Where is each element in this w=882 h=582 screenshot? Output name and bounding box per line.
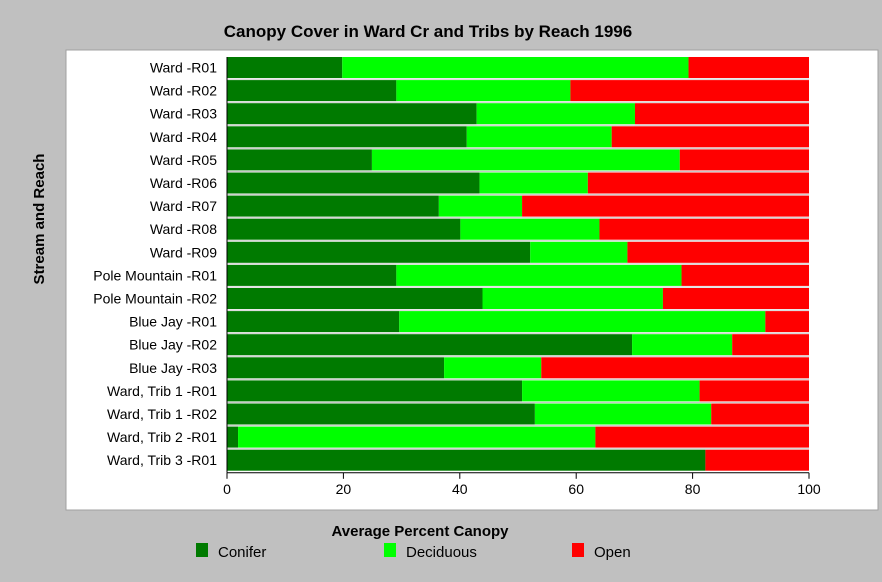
bar-conifer-ward-r09 [227, 241, 531, 263]
bar-conifer-ward-r05 [227, 149, 372, 171]
bar-deciduous-ward-trib-1-r02 [534, 403, 712, 425]
legend-swatch-deciduous [384, 543, 396, 557]
bar-conifer-pole-mountain-r01 [227, 264, 397, 286]
bar-deciduous-blue-jay-r01 [399, 311, 766, 333]
bar-conifer-ward-trib-1-r02 [227, 403, 535, 425]
bar-open-blue-jay-r01 [765, 311, 809, 333]
bar-deciduous-ward-r04 [466, 126, 612, 148]
bar-deciduous-ward-r02 [396, 80, 571, 102]
bar-deciduous-ward-r05 [371, 149, 680, 171]
chart-title: Canopy Cover in Ward Cr and Tribs by Rea… [224, 22, 632, 41]
bar-open-ward-r03 [634, 103, 809, 125]
category-label: Ward -R09 [150, 244, 217, 260]
category-label: Ward, Trib 3 -R01 [107, 452, 217, 468]
category-label: Blue Jay -R02 [129, 337, 217, 353]
category-label: Pole Mountain -R01 [93, 267, 217, 283]
bar-deciduous-blue-jay-r02 [632, 334, 733, 356]
bar-conifer-pole-mountain-r02 [227, 288, 483, 309]
bar-conifer-ward-r03 [227, 103, 477, 125]
bar-deciduous-ward-r03 [476, 103, 635, 125]
bar-conifer-blue-jay-r01 [227, 311, 400, 333]
bars-group [227, 57, 809, 471]
bar-open-ward-r06 [587, 172, 809, 194]
legend-label-conifer: Conifer [218, 544, 266, 561]
bar-conifer-ward-r01 [227, 57, 343, 78]
bar-conifer-ward-r04 [227, 126, 467, 148]
bar-open-pole-mountain-r02 [662, 288, 809, 309]
bar-conifer-ward-trib-1-r01 [227, 380, 523, 402]
bar-deciduous-ward-r09 [530, 241, 628, 263]
category-label: Pole Mountain -R02 [93, 291, 217, 307]
category-label: Blue Jay -R01 [129, 314, 217, 330]
bar-deciduous-pole-mountain-r01 [396, 264, 682, 286]
y-axis-label: Stream and Reach [31, 154, 48, 285]
bar-conifer-ward-r08 [227, 218, 461, 240]
bar-open-ward-trib-3-r01 [705, 449, 809, 471]
legend-swatch-open [572, 543, 584, 557]
bar-deciduous-ward-trib-1-r01 [522, 380, 700, 402]
x-tick-label: 80 [685, 481, 701, 497]
x-tick-label: 0 [223, 481, 231, 497]
legend-label-open: Open [594, 544, 631, 561]
bar-conifer-blue-jay-r02 [227, 334, 633, 356]
category-label: Ward -R04 [150, 129, 217, 145]
bar-open-ward-r04 [611, 126, 809, 148]
bar-conifer-ward-r06 [227, 172, 480, 194]
bar-open-ward-trib-1-r01 [699, 380, 809, 402]
bar-open-ward-r08 [599, 218, 809, 240]
bar-open-blue-jay-r03 [541, 357, 809, 379]
category-label: Ward -R03 [150, 106, 217, 122]
x-axis-label: Average Percent Canopy [331, 523, 509, 540]
bar-open-pole-mountain-r01 [681, 264, 809, 286]
x-axis: 0 20 40 60 80 100 [223, 57, 821, 497]
category-label: Ward -R01 [150, 60, 217, 76]
category-label: Ward -R06 [150, 175, 217, 191]
legend-label-deciduous: Deciduous [406, 544, 477, 561]
x-tick-label: 40 [452, 481, 468, 497]
category-labels: Ward -R01 Ward -R02 Ward -R03 Ward -R04 Ward… [93, 60, 217, 469]
x-tick-label: 60 [568, 481, 584, 497]
legend-swatch-conifer [196, 543, 208, 557]
x-tick-label: 20 [336, 481, 352, 497]
category-label: Ward -R07 [150, 198, 217, 214]
bar-open-ward-r02 [570, 80, 809, 102]
bar-conifer-ward-trib-2-r01 [227, 426, 239, 448]
bar-conifer-blue-jay-r03 [227, 357, 445, 379]
bar-deciduous-ward-r06 [479, 172, 588, 194]
bar-conifer-ward-r07 [227, 195, 439, 217]
category-label: Ward -R05 [150, 152, 217, 168]
bar-open-ward-r09 [627, 241, 809, 263]
bar-deciduous-ward-r07 [438, 195, 523, 217]
bar-open-ward-r07 [522, 195, 809, 217]
category-label: Ward -R02 [150, 83, 217, 99]
bar-open-ward-r01 [688, 57, 809, 78]
bar-deciduous-ward-r08 [460, 218, 600, 240]
bar-conifer-ward-r02 [227, 80, 397, 102]
legend: Conifer Deciduous Open [196, 543, 631, 561]
category-label: Ward, Trib 2 -R01 [107, 429, 217, 445]
bar-deciduous-blue-jay-r03 [444, 357, 542, 379]
bar-open-ward-r05 [679, 149, 809, 171]
bar-conifer-ward-trib-3-r01 [227, 449, 706, 471]
category-label: Ward, Trib 1 -R02 [107, 406, 217, 422]
category-label: Ward, Trib 1 -R01 [107, 383, 217, 399]
bar-deciduous-pole-mountain-r02 [482, 288, 663, 309]
bar-open-blue-jay-r02 [732, 334, 809, 356]
bar-open-ward-trib-2-r01 [595, 426, 809, 448]
bar-open-ward-trib-1-r02 [711, 403, 809, 425]
bar-deciduous-ward-trib-2-r01 [238, 426, 596, 448]
category-label: Ward -R08 [150, 221, 217, 237]
bar-deciduous-ward-r01 [342, 57, 689, 78]
x-tick-label: 100 [797, 481, 821, 497]
category-label: Blue Jay -R03 [129, 360, 217, 376]
